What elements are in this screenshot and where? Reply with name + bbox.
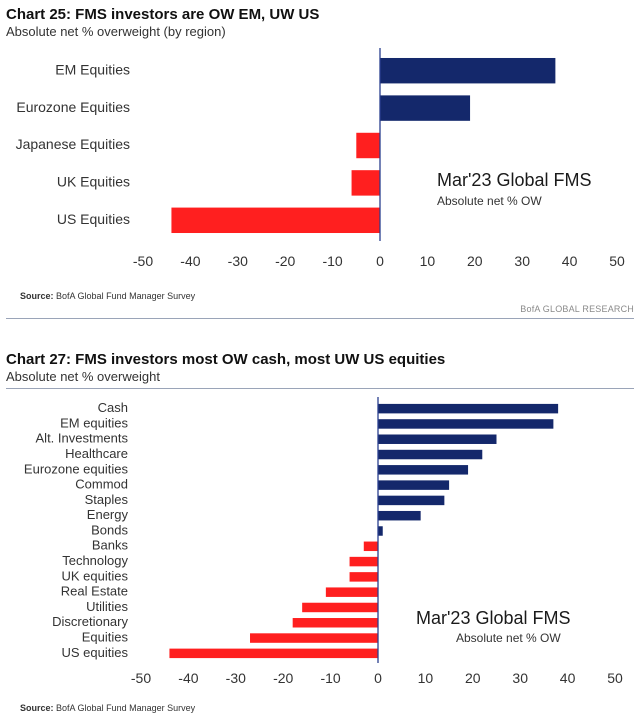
bar-cash	[378, 403, 559, 414]
x-tick-label: -20	[273, 670, 293, 686]
category-label: Cash	[98, 400, 128, 415]
bar-discretionary	[292, 618, 378, 628]
source-text: BofA Global Fund Manager Survey	[56, 703, 196, 713]
x-tick-label: -20	[275, 253, 295, 269]
x-tick-label: -30	[226, 670, 246, 686]
bar-staples	[378, 495, 445, 506]
x-tick-label: 10	[418, 670, 434, 686]
x-tick-label: 0	[376, 253, 384, 269]
x-tick-label: 40	[560, 670, 576, 686]
category-label: US equities	[62, 645, 129, 660]
x-tick-label: 0	[374, 670, 382, 686]
category-label: EM equities	[60, 415, 128, 430]
category-label: Healthcare	[65, 446, 128, 461]
x-tick-label: 30	[514, 253, 530, 269]
chart-title: Chart 25: FMS investors are OW EM, UW US	[6, 6, 320, 23]
divider	[6, 318, 634, 319]
category-label: Energy	[87, 507, 129, 522]
chart-subtitle: Absolute net % overweight	[6, 369, 160, 384]
annotation-subtitle: Absolute net % OW	[437, 194, 542, 208]
source-note: Source: BofA Global Fund Manager Survey	[20, 291, 195, 301]
chart-27-svg: Mar'23 Global FMS Absolute net % OW Cash…	[24, 397, 623, 686]
bar-energy	[378, 510, 421, 521]
category-label: Alt. Investments	[36, 431, 129, 446]
category-label: UK equities	[62, 568, 129, 583]
bar-em-equities	[378, 419, 554, 429]
chart-25-panel: Chart 25: FMS investors are OW EM, UW US…	[0, 0, 640, 330]
bar-healthcare	[378, 449, 483, 460]
category-label: UK Equities	[57, 174, 130, 190]
bar-real-estate	[325, 587, 378, 597]
category-label: Technology	[62, 553, 128, 568]
bar-eurozone-equities	[380, 95, 471, 121]
source-label: Source:	[20, 291, 54, 301]
divider	[6, 388, 634, 389]
x-tick-label: 20	[465, 670, 481, 686]
bar-em-equities	[380, 57, 556, 84]
category-label: Japanese Equities	[16, 136, 130, 152]
bar-japanese-equities	[356, 132, 380, 159]
category-label: US Equities	[57, 211, 130, 227]
chart-25-svg: Mar'23 Global FMS Absolute net % OW EM E…	[16, 48, 625, 269]
bar-technology	[349, 556, 378, 567]
category-label: Banks	[92, 538, 129, 553]
x-tick-label: -40	[180, 253, 200, 269]
publisher-credit: BofA GLOBAL RESEARCH	[520, 304, 634, 314]
x-tick-label: -10	[320, 670, 340, 686]
annotation-subtitle: Absolute net % OW	[456, 631, 561, 645]
category-label: Discretionary	[52, 614, 128, 629]
bar-commod	[378, 480, 450, 490]
x-tick-label: -50	[133, 253, 153, 269]
x-tick-label: 40	[562, 253, 578, 269]
x-tick-label: -10	[322, 253, 342, 269]
chart-title: Chart 27: FMS investors most OW cash, mo…	[6, 351, 446, 368]
category-label: Bonds	[91, 522, 128, 537]
category-label: Real Estate	[61, 584, 128, 599]
category-label: EM Equities	[55, 61, 130, 77]
x-tick-label: 10	[420, 253, 436, 269]
annotation-title: Mar'23 Global FMS	[437, 170, 592, 190]
x-tick-label: 50	[607, 670, 623, 686]
category-label: Equities	[82, 629, 129, 644]
source-text: BofA Global Fund Manager Survey	[56, 291, 196, 301]
bar-uk-equities	[351, 170, 380, 196]
source-note: Source: BofA Global Fund Manager Survey	[20, 703, 195, 713]
chart-27-panel: Chart 27: FMS investors most OW cash, mo…	[0, 345, 640, 720]
x-tick-label: -30	[228, 253, 248, 269]
x-tick-label: 20	[467, 253, 483, 269]
bar-utilities	[302, 602, 378, 613]
source-label: Source:	[20, 703, 54, 713]
bar-equities	[250, 633, 378, 643]
bar-banks	[363, 541, 378, 552]
category-label: Eurozone Equities	[16, 99, 130, 115]
chart-subtitle: Absolute net % overweight (by region)	[6, 24, 226, 39]
bar-us-equities	[171, 207, 380, 234]
bar-eurozone-equities	[378, 465, 469, 475]
category-label: Utilities	[86, 599, 128, 614]
bar-us-equities	[169, 648, 378, 659]
x-tick-label: -50	[131, 670, 151, 686]
category-label: Staples	[85, 492, 129, 507]
category-label: Commod	[75, 477, 128, 492]
x-tick-label: 30	[512, 670, 528, 686]
annotation-title: Mar'23 Global FMS	[416, 608, 571, 628]
bar-uk-equities	[349, 572, 378, 582]
bar-bonds	[378, 526, 383, 536]
x-tick-label: -40	[178, 670, 198, 686]
x-tick-label: 50	[609, 253, 625, 269]
category-label: Eurozone equities	[24, 461, 129, 476]
bar-alt-investments	[378, 434, 497, 444]
